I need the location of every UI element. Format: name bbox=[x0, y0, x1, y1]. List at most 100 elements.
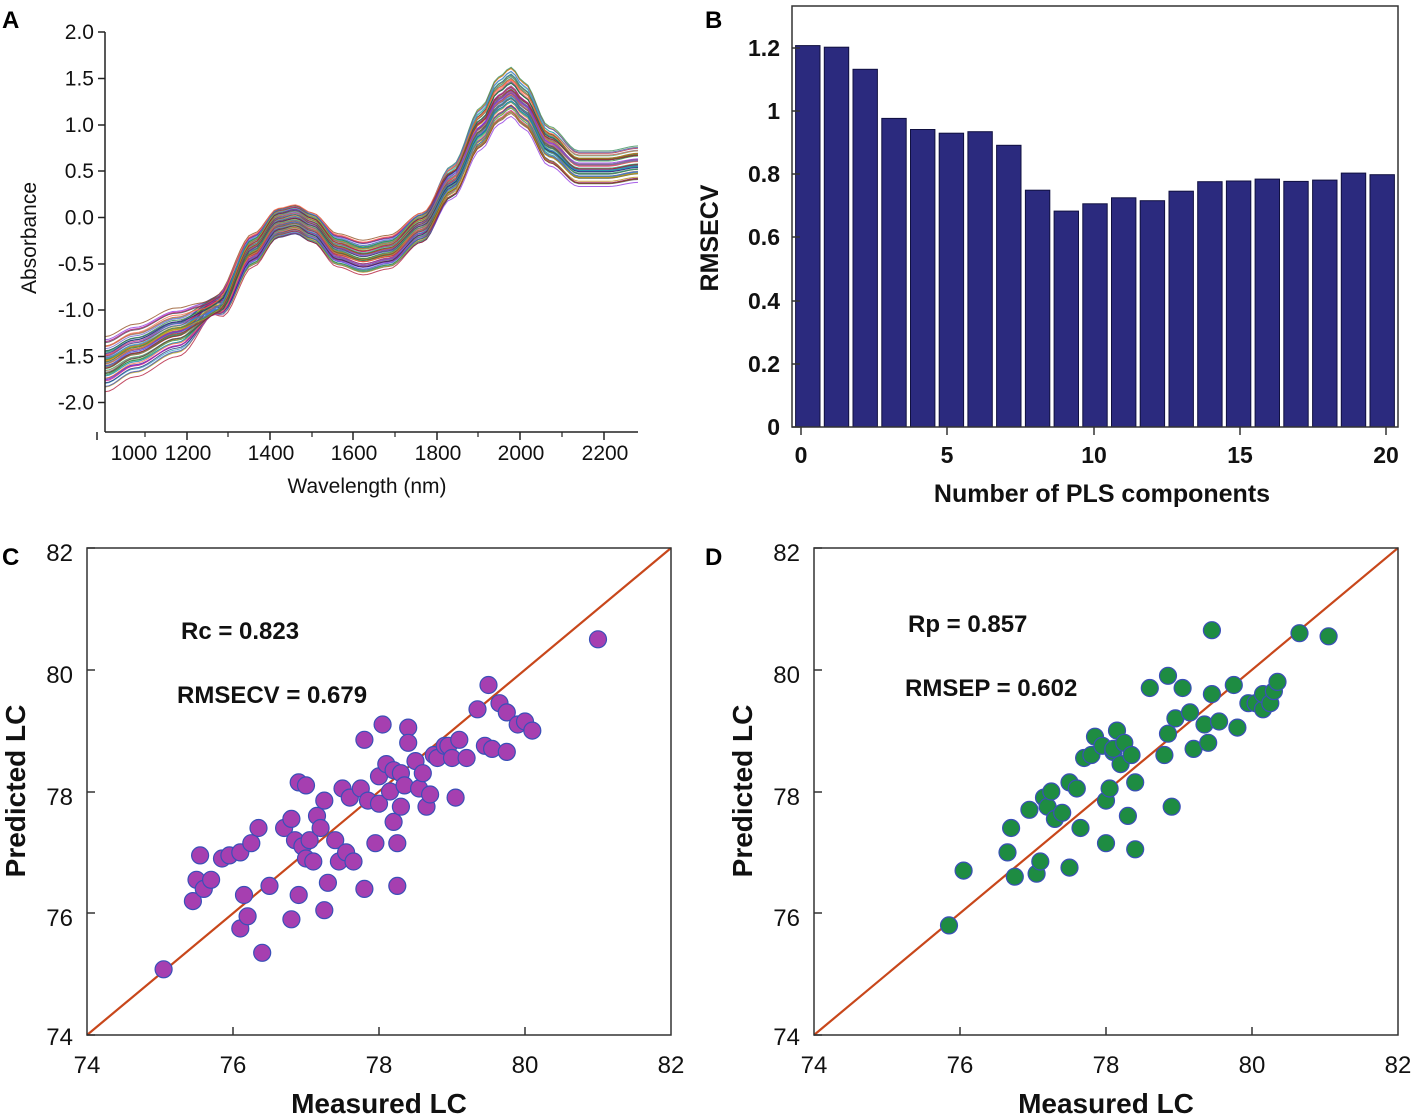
scatter-points bbox=[939, 621, 1338, 935]
spectrum-line bbox=[104, 86, 639, 344]
bar-3 bbox=[881, 117, 907, 428]
panel-b-frame bbox=[791, 5, 1399, 428]
data-point bbox=[1202, 684, 1222, 704]
panel-d-xtick-label: 80 bbox=[1239, 1052, 1266, 1079]
panel-d-x-ticks: 74 76 78 80 82 bbox=[801, 1027, 1412, 1079]
data-point bbox=[1067, 779, 1086, 798]
data-point bbox=[249, 818, 268, 838]
panel-d-ytick-label: 82 bbox=[773, 540, 800, 567]
data-point bbox=[1228, 718, 1247, 737]
scatter-points bbox=[154, 630, 608, 979]
spectrum-line bbox=[104, 70, 639, 358]
spectrum-line bbox=[104, 73, 639, 360]
panel-a-xtick-label: 1000 bbox=[111, 442, 158, 465]
panel-b-ytick-label: 1 bbox=[767, 98, 780, 124]
spectrum-line bbox=[104, 86, 639, 343]
panel-a-ytick-label: 1.5 bbox=[65, 68, 94, 91]
data-point bbox=[468, 700, 487, 719]
panel-a-xtick-label: 2200 bbox=[582, 442, 629, 465]
data-point bbox=[483, 739, 502, 759]
panel-a-xtick-label: 2000 bbox=[498, 442, 545, 465]
panel-b-ytick-label: 0.2 bbox=[748, 351, 780, 377]
data-point bbox=[154, 960, 173, 979]
spectrum-line bbox=[104, 82, 639, 355]
spectrum-line bbox=[104, 88, 639, 338]
panel-a-ytick-label: -0.5 bbox=[58, 253, 94, 276]
data-point bbox=[413, 764, 432, 783]
data-point bbox=[289, 885, 308, 905]
bar-2 bbox=[852, 68, 878, 428]
data-point bbox=[479, 675, 498, 695]
bar-18 bbox=[1312, 179, 1338, 428]
data-point bbox=[1020, 800, 1039, 819]
panel-c-label: C bbox=[2, 544, 19, 571]
data-point bbox=[384, 812, 403, 832]
panel-d-x-title: Measured LC bbox=[1018, 1088, 1194, 1119]
panel-b-ytick-label: 0.8 bbox=[748, 161, 780, 187]
data-point bbox=[191, 846, 210, 865]
panel-b-y-title: RMSECV bbox=[696, 184, 724, 291]
panel-b-ytick-label: 0.6 bbox=[748, 224, 780, 250]
panel-b-x-title: Number of PLS components bbox=[934, 480, 1270, 508]
data-point bbox=[1100, 779, 1119, 798]
data-point bbox=[1126, 773, 1145, 792]
panel-c-xtick-label: 82 bbox=[658, 1052, 685, 1079]
bar-1 bbox=[823, 46, 850, 428]
bar-15 bbox=[1225, 180, 1252, 428]
data-point bbox=[300, 831, 319, 850]
panel-d-ytick-label: 74 bbox=[773, 1024, 800, 1051]
data-point bbox=[1319, 627, 1338, 646]
spectrum-line bbox=[104, 92, 639, 341]
panel-d-xtick-label: 74 bbox=[801, 1052, 828, 1079]
data-point bbox=[202, 870, 221, 889]
panel-c-ytick-label: 76 bbox=[46, 905, 73, 932]
data-point bbox=[1155, 745, 1174, 765]
panel-c-x-title: Measured LC bbox=[291, 1088, 467, 1119]
data-point bbox=[183, 891, 202, 911]
panel-a-y-title: Absorbance bbox=[18, 182, 41, 294]
panel-b-xtick-label: 20 bbox=[1373, 442, 1399, 468]
data-point bbox=[1118, 806, 1138, 826]
panel-a-xtick-label: 1800 bbox=[415, 442, 462, 465]
data-point bbox=[497, 703, 516, 722]
bar-10 bbox=[1082, 203, 1108, 428]
panel-a-ytick-label: 2.0 bbox=[65, 21, 94, 44]
bar-11 bbox=[1111, 197, 1137, 428]
panel-c-xtick-label: 74 bbox=[74, 1052, 101, 1079]
data-point bbox=[998, 843, 1017, 862]
data-point bbox=[369, 794, 389, 813]
panel-a-ytick-label: -1.5 bbox=[58, 346, 94, 369]
spectra-lines bbox=[104, 66, 639, 393]
data-point bbox=[421, 785, 440, 804]
panel-b-xtick-label: 10 bbox=[1081, 442, 1107, 468]
panel-d-xtick-label: 82 bbox=[1385, 1052, 1412, 1079]
data-point bbox=[304, 852, 323, 871]
spectrum-line bbox=[104, 67, 639, 365]
panel-a-label: A bbox=[2, 7, 19, 34]
data-point bbox=[1071, 818, 1090, 838]
spectrum-line bbox=[104, 66, 639, 363]
bar-13 bbox=[1168, 190, 1194, 428]
panel-d-rmsep-annotation: RMSEP = 0.602 bbox=[905, 675, 1077, 702]
panel-a-ytick-label: -1.0 bbox=[58, 299, 94, 322]
panel-c-y-ticks: 82 80 78 76 74 bbox=[46, 540, 95, 1051]
panel-b-y-ticks: 1.2 1 0.8 0.6 0.4 0.2 0 bbox=[748, 35, 800, 440]
data-point bbox=[1140, 678, 1159, 698]
bar-17 bbox=[1283, 180, 1309, 428]
data-point bbox=[450, 730, 469, 749]
data-point bbox=[939, 916, 959, 935]
panel-d-rp-annotation: Rp = 0.857 bbox=[908, 611, 1027, 638]
data-point bbox=[373, 715, 392, 734]
data-point bbox=[1162, 797, 1181, 816]
data-point bbox=[1158, 666, 1178, 685]
spectrum-line bbox=[104, 77, 639, 361]
panel-d-xtick-label: 76 bbox=[947, 1052, 974, 1079]
data-point bbox=[1122, 745, 1141, 765]
data-point bbox=[282, 910, 301, 929]
data-point bbox=[344, 852, 363, 871]
panel-d-ytick-label: 78 bbox=[773, 784, 800, 811]
spectrum-line bbox=[104, 97, 639, 347]
panel-c-y-title: Predicted LC bbox=[0, 705, 31, 878]
data-point bbox=[1224, 675, 1243, 695]
panel-a-xtick-label: 1600 bbox=[331, 442, 378, 465]
